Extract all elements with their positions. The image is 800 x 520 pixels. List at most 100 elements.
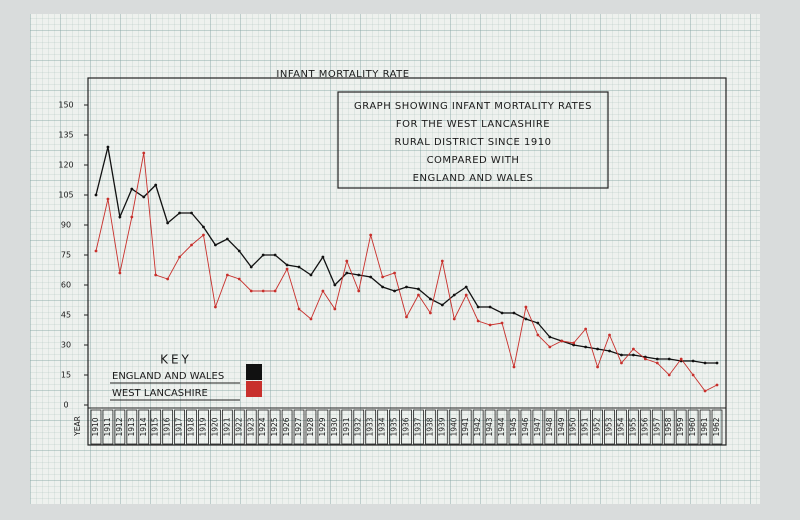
- x-tick-label: 1946: [521, 417, 530, 436]
- data-point: [285, 267, 289, 271]
- year-cell: [520, 409, 532, 445]
- year-cell: [257, 409, 269, 445]
- x-tick-label: 1944: [497, 417, 506, 436]
- year-cell: [102, 409, 114, 445]
- year-cell: [329, 409, 341, 445]
- data-point: [476, 305, 480, 309]
- legend-swatch: [246, 381, 262, 397]
- x-tick-label: 1915: [151, 417, 160, 436]
- data-point: [440, 303, 444, 307]
- data-point: [178, 211, 181, 215]
- data-point: [512, 311, 516, 315]
- year-cell: [365, 409, 377, 445]
- data-point: [560, 339, 564, 343]
- x-tick-label: 1941: [461, 417, 470, 436]
- data-point: [249, 289, 253, 293]
- x-tick-label: 1933: [366, 417, 375, 436]
- x-tick-label: 1913: [127, 417, 136, 436]
- y-tick-label: 135: [58, 131, 73, 140]
- data-point: [428, 311, 432, 315]
- year-cell: [711, 409, 723, 445]
- year-cell: [305, 409, 317, 445]
- data-point: [94, 193, 98, 197]
- x-tick-label: 1961: [700, 417, 709, 436]
- data-point: [106, 197, 110, 201]
- year-cell: [401, 409, 412, 445]
- year-cell: [448, 409, 460, 445]
- data-point: [524, 305, 528, 309]
- data-point: [130, 215, 134, 219]
- x-tick-label: 1960: [688, 417, 697, 436]
- year-cell: [628, 409, 639, 445]
- data-point: [273, 289, 277, 293]
- x-tick-label: 1926: [282, 417, 291, 436]
- y-tick-label: 105: [58, 191, 73, 200]
- data-point: [488, 305, 492, 309]
- data-point: [548, 335, 552, 339]
- data-point: [691, 359, 695, 363]
- data-point: [214, 243, 217, 247]
- x-tick-label: 1931: [342, 417, 351, 436]
- year-cell: [616, 409, 627, 445]
- year-cell: [245, 409, 257, 445]
- x-tick-label: 1924: [258, 417, 267, 436]
- data-point: [620, 361, 623, 365]
- year-cell: [592, 409, 603, 445]
- data-point: [512, 365, 516, 369]
- data-point: [608, 333, 611, 337]
- year-cell: [460, 409, 472, 445]
- data-point: [417, 293, 420, 297]
- year-cell: [210, 409, 221, 445]
- year-cell: [269, 409, 281, 445]
- data-point: [225, 273, 229, 277]
- box-title-line: GRAPH SHOWING INFANT MORTALITY RATES: [354, 101, 592, 112]
- data-point: [333, 283, 337, 287]
- year-cell: [663, 409, 675, 445]
- year-cell: [472, 409, 484, 445]
- data-point: [393, 271, 396, 275]
- x-tick-label: 1938: [425, 417, 434, 436]
- data-point: [393, 289, 396, 293]
- year-cell: [138, 409, 150, 445]
- x-tick-label: 1939: [437, 417, 446, 436]
- x-tick-label: 1935: [390, 417, 399, 436]
- data-point: [190, 211, 193, 215]
- plot-frame: [87, 77, 727, 446]
- year-cell: [675, 409, 687, 445]
- year-cell: [90, 409, 102, 445]
- data-point: [536, 321, 540, 325]
- data-point: [261, 289, 265, 293]
- box-title-line: FOR THE WEST LANCASHIRE: [396, 119, 550, 130]
- data-point: [536, 333, 540, 337]
- data-point: [297, 307, 301, 311]
- legend-label: WEST LANCASHIRE: [112, 388, 208, 399]
- key-title: KEY: [160, 353, 192, 367]
- x-tick-label: 1940: [449, 417, 458, 436]
- data-point: [154, 183, 158, 187]
- x-tick-label: 1916: [163, 417, 172, 436]
- data-point: [524, 317, 528, 321]
- data-point: [94, 249, 98, 253]
- year-cell: [353, 409, 365, 445]
- x-tick-label: 1954: [616, 417, 625, 436]
- year-cell: [150, 409, 162, 445]
- data-point: [154, 273, 158, 277]
- x-tick-label: 1920: [210, 417, 219, 436]
- data-point: [405, 285, 408, 289]
- year-cell: [162, 409, 174, 445]
- year-cell: [639, 409, 651, 445]
- year-cell: [174, 409, 185, 445]
- data-point: [130, 187, 134, 191]
- data-point: [321, 289, 325, 293]
- x-tick-label: 1952: [593, 417, 602, 436]
- data-point: [488, 323, 492, 327]
- data-point: [476, 319, 480, 323]
- legend-swatch: [246, 364, 262, 380]
- year-cell: [233, 409, 245, 445]
- year-cell: [413, 409, 424, 445]
- y-tick-label: 45: [61, 311, 71, 320]
- x-tick-label: 1912: [115, 417, 124, 436]
- data-point: [166, 277, 170, 281]
